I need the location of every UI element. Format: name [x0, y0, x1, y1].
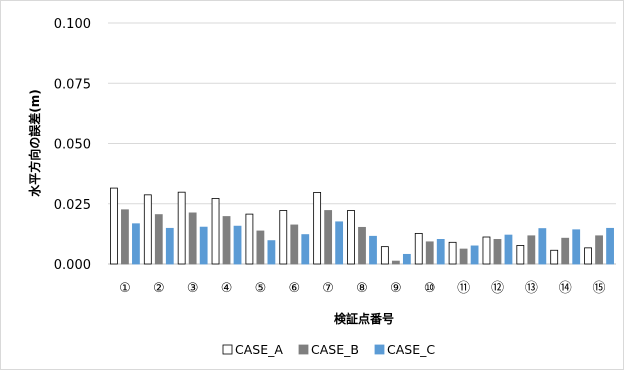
- bar-case-b: [425, 241, 434, 265]
- x-tick-label: ⑬: [525, 281, 538, 296]
- x-axis-ticks: ① ② ③ ④ ⑤ ⑥ ⑦ ⑧ ⑨ ⑩ ⑪ ⑫ ⑬ ⑭ ⑮: [119, 281, 605, 296]
- x-tick-label: ⑦: [322, 281, 334, 296]
- y-tick-label: 0.025: [54, 198, 91, 213]
- bar-case-c: [233, 225, 242, 265]
- legend-label: CASE_B: [311, 342, 359, 357]
- bar-case-c: [402, 253, 411, 265]
- bars: [110, 187, 614, 265]
- x-tick-label: ⑨: [390, 281, 402, 296]
- bar-case-c: [301, 234, 310, 265]
- legend-label: CASE_C: [387, 342, 435, 357]
- bar-case-a: [584, 247, 592, 265]
- bar-case-c: [132, 223, 140, 265]
- bar-case-b: [493, 239, 502, 265]
- bar-case-a: [550, 249, 559, 265]
- y-tick-label: 0.000: [54, 258, 91, 273]
- bar-case-b: [256, 230, 265, 265]
- bar-case-a: [448, 241, 457, 265]
- y-tick-label: 0.100: [54, 17, 91, 32]
- x-tick-label: ⑫: [491, 281, 504, 296]
- x-tick-label: ⑩: [424, 281, 436, 296]
- x-tick-label: ⑭: [559, 281, 572, 296]
- x-tick-label: ①: [119, 281, 131, 296]
- bar-case-b: [561, 237, 570, 265]
- bar-case-a: [110, 187, 118, 265]
- bar-case-a: [245, 213, 254, 265]
- y-tick-label: 0.050: [54, 138, 91, 153]
- bar-case-b: [527, 235, 536, 265]
- bar-case-a: [516, 245, 525, 265]
- legend-label: CASE_A: [235, 342, 283, 357]
- bar-case-a: [143, 194, 152, 265]
- x-tick-label: ⑧: [356, 281, 368, 296]
- bar-case-c: [436, 239, 445, 265]
- bar-case-c: [606, 227, 614, 265]
- bar-case-b: [595, 235, 603, 265]
- bar-case-b: [358, 226, 366, 265]
- bar-case-a: [347, 210, 355, 265]
- bar-case-a: [211, 198, 220, 265]
- legend-swatch: [222, 344, 233, 355]
- x-tick-label: ⑥: [288, 281, 300, 296]
- bar-case-b: [290, 224, 299, 265]
- x-tick-label: ④: [221, 281, 233, 296]
- legend-swatch: [298, 344, 309, 355]
- bar-case-c: [572, 229, 581, 265]
- bar-case-b: [391, 260, 400, 265]
- bar-case-a: [313, 192, 322, 265]
- y-tick-label: 0.075: [54, 77, 91, 92]
- x-tick-label: ⑪: [457, 281, 470, 296]
- bar-case-b: [154, 214, 163, 265]
- x-tick-label: ③: [187, 281, 199, 296]
- bar-case-c: [267, 240, 276, 265]
- bar-case-a: [380, 246, 389, 265]
- bar-case-b: [188, 212, 197, 265]
- bar-case-b: [324, 210, 333, 265]
- y-axis-title: 水平方向の誤差(m): [27, 89, 42, 196]
- x-tick-label: ②: [153, 281, 165, 296]
- y-axis-ticks: 0.000 0.025 0.050 0.075 0.100: [54, 17, 91, 273]
- legend: CASE_A CASE_B CASE_C: [222, 342, 435, 357]
- bar-case-b: [121, 209, 129, 265]
- bar-case-b: [459, 248, 468, 265]
- bar-case-c: [335, 221, 344, 265]
- x-tick-label: ⑤: [255, 281, 267, 296]
- bar-case-c: [369, 235, 377, 265]
- x-tick-label: ⑮: [593, 281, 606, 296]
- bar-case-a: [177, 191, 186, 265]
- bar-case-a: [482, 236, 491, 265]
- bar-case-b: [222, 216, 231, 265]
- bar-case-c: [504, 234, 513, 265]
- bar-case-c: [199, 226, 208, 265]
- legend-swatch: [374, 344, 385, 355]
- bar-case-c: [470, 245, 479, 265]
- bar-case-c: [538, 228, 547, 265]
- bar-case-a: [279, 210, 288, 265]
- x-axis-title: 検証点番号: [334, 311, 394, 326]
- bar-case-a: [414, 232, 423, 265]
- bar-case-c: [165, 227, 174, 265]
